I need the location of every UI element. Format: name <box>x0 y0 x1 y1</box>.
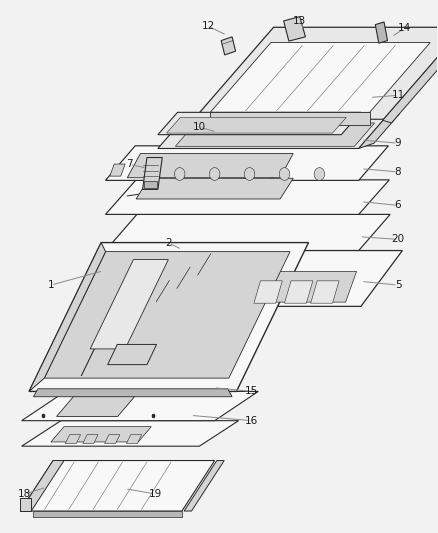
Polygon shape <box>106 214 390 251</box>
Circle shape <box>174 167 185 180</box>
Text: 7: 7 <box>126 159 133 169</box>
Polygon shape <box>145 251 403 306</box>
Polygon shape <box>284 17 305 41</box>
Polygon shape <box>29 243 106 391</box>
Text: 8: 8 <box>395 167 401 177</box>
Polygon shape <box>21 421 239 446</box>
Text: 12: 12 <box>201 21 215 31</box>
Text: 10: 10 <box>193 122 206 132</box>
Polygon shape <box>65 434 81 443</box>
Text: 9: 9 <box>395 138 401 148</box>
Text: 16: 16 <box>245 416 258 426</box>
Polygon shape <box>57 396 135 416</box>
Circle shape <box>314 167 325 180</box>
Polygon shape <box>254 281 283 303</box>
Polygon shape <box>158 112 361 135</box>
Circle shape <box>279 167 290 180</box>
Text: 6: 6 <box>395 200 401 211</box>
Text: 19: 19 <box>149 489 162 499</box>
Polygon shape <box>285 281 313 303</box>
Text: 15: 15 <box>245 386 258 397</box>
Polygon shape <box>149 270 204 301</box>
Polygon shape <box>108 344 156 365</box>
Polygon shape <box>383 27 438 123</box>
Polygon shape <box>20 461 215 511</box>
Polygon shape <box>21 391 258 421</box>
Polygon shape <box>359 114 399 149</box>
Polygon shape <box>144 181 156 188</box>
Polygon shape <box>375 22 388 43</box>
Polygon shape <box>33 389 232 397</box>
Polygon shape <box>193 27 438 120</box>
Polygon shape <box>136 178 293 199</box>
Polygon shape <box>83 434 98 443</box>
Polygon shape <box>143 158 162 189</box>
Polygon shape <box>33 511 182 518</box>
Text: 5: 5 <box>395 280 401 290</box>
Polygon shape <box>51 426 151 442</box>
Polygon shape <box>105 434 120 443</box>
Text: 14: 14 <box>398 23 411 34</box>
Text: 18: 18 <box>18 489 32 499</box>
Text: 1: 1 <box>48 280 54 290</box>
Polygon shape <box>158 119 384 149</box>
Polygon shape <box>106 146 389 180</box>
Polygon shape <box>44 252 290 378</box>
Text: 2: 2 <box>166 238 172 248</box>
Polygon shape <box>210 43 430 112</box>
Text: 13: 13 <box>293 16 307 26</box>
Circle shape <box>244 167 255 180</box>
Polygon shape <box>175 123 374 147</box>
Polygon shape <box>29 243 308 391</box>
Polygon shape <box>184 461 224 511</box>
Polygon shape <box>20 498 31 511</box>
Circle shape <box>209 167 220 180</box>
Text: 11: 11 <box>392 90 405 100</box>
Polygon shape <box>221 37 236 55</box>
Polygon shape <box>106 180 389 214</box>
Polygon shape <box>254 271 357 302</box>
Polygon shape <box>166 117 346 133</box>
Polygon shape <box>20 461 64 511</box>
Polygon shape <box>311 281 339 303</box>
Text: 20: 20 <box>392 235 405 245</box>
Polygon shape <box>110 164 125 176</box>
Polygon shape <box>127 434 142 443</box>
Polygon shape <box>90 260 168 349</box>
Polygon shape <box>210 112 370 125</box>
Polygon shape <box>127 154 293 177</box>
